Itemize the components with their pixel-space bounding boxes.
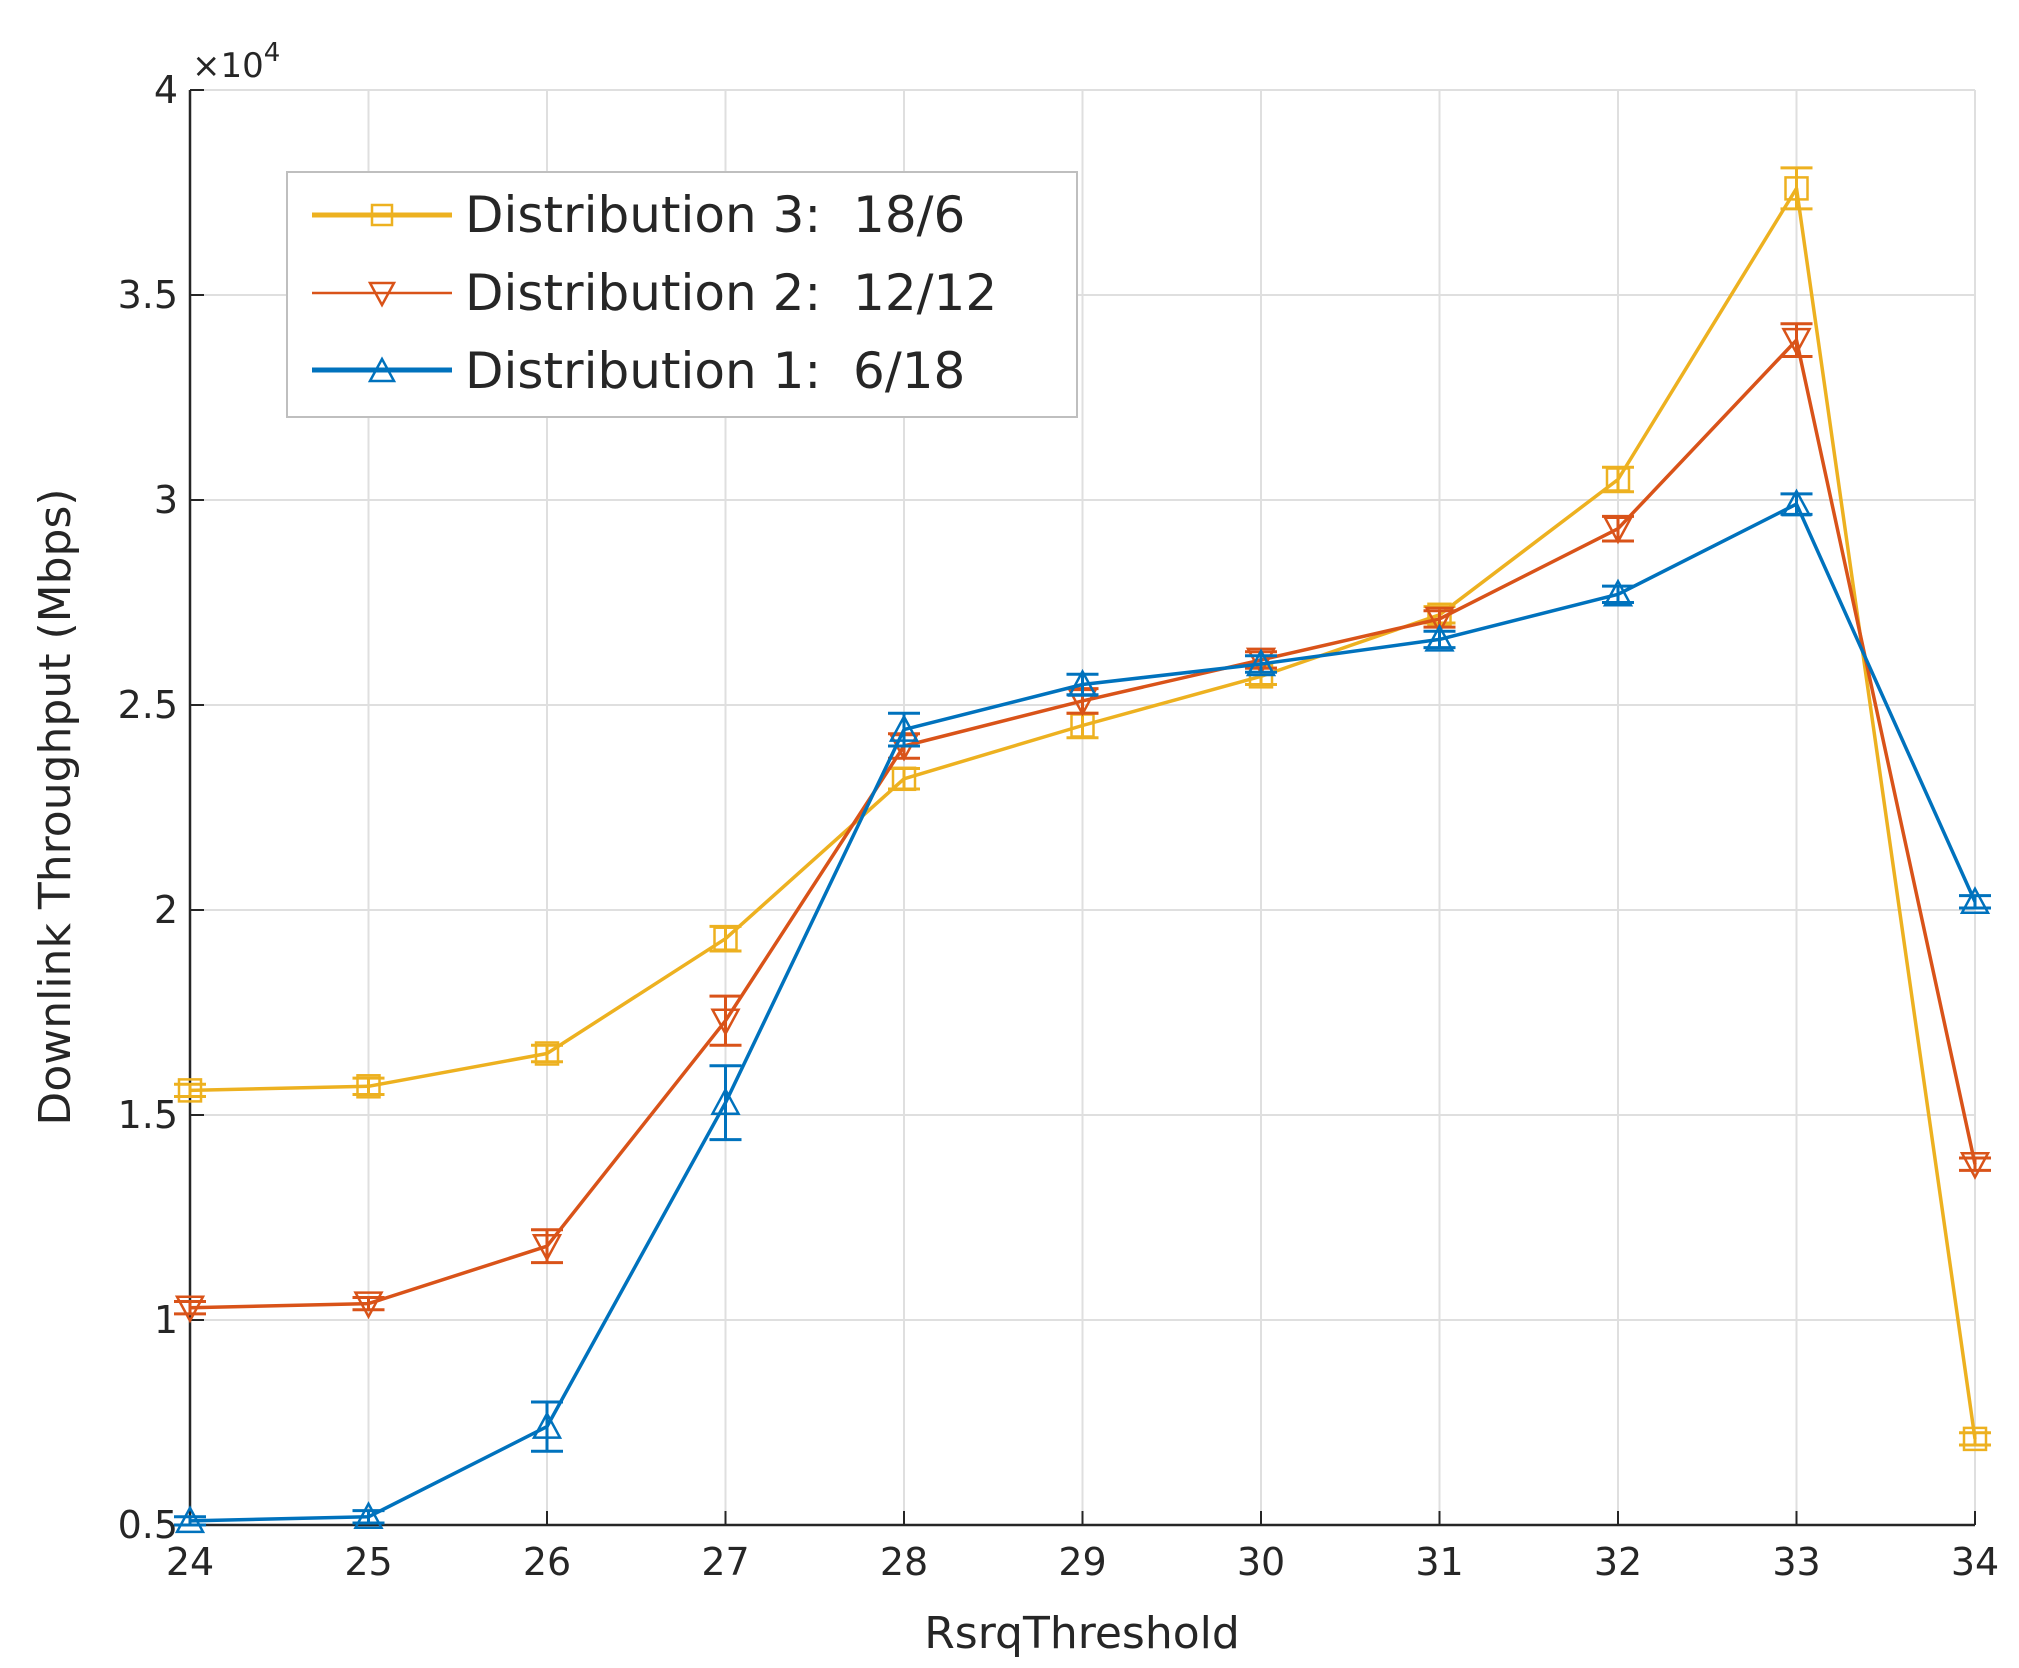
axes	[188, 89, 1976, 1527]
legend-entry-series-0: Distribution 3: 18/6	[312, 186, 965, 244]
tick-labels: 24 25 26 27 28 29 30 31 32 33 34 0.5 1 1.5 2 2.5 3 3.5 4	[118, 68, 2000, 1584]
x-tick-label-10: 34	[1951, 1540, 1999, 1584]
point-series-0-2	[534, 1041, 560, 1066]
point-series-0-10	[1962, 1426, 1988, 1452]
point-series-0-1	[356, 1074, 381, 1099]
x-tick-label-3: 27	[701, 1540, 749, 1584]
x-tick-label-4: 28	[880, 1540, 928, 1584]
x-tick-label-9: 33	[1772, 1540, 1820, 1584]
y-tick-label-0: 0.5	[118, 1503, 178, 1547]
x-tick-label-1: 25	[344, 1540, 392, 1584]
point-series-1-3	[710, 1008, 741, 1037]
legend: Distribution 3: 18/6 Distribution 2: 12/…	[286, 171, 1078, 418]
y-tick-label-1: 1	[154, 1298, 178, 1342]
point-series-2-8	[1602, 578, 1634, 607]
x-axis-title: RsrqThreshold	[924, 1608, 1240, 1659]
x-tick-label-6: 30	[1237, 1540, 1285, 1584]
point-series-1-8	[1602, 516, 1634, 545]
x-tick-label-0: 24	[166, 1540, 214, 1584]
point-series-1-10	[1959, 1151, 1991, 1180]
y-tick-label-3: 2	[154, 888, 178, 932]
point-series-2-10	[1959, 886, 1991, 915]
legend-label-series-2: Distribution 1: 6/18	[465, 342, 965, 400]
y-exponent-power: 4	[264, 38, 281, 68]
y-tick-label-6: 3.5	[118, 273, 178, 317]
point-series-0-8	[1605, 467, 1631, 492]
series-layer	[174, 166, 1991, 1534]
y-tick-label-7: 4	[154, 68, 178, 112]
legend-entry-series-1: Distribution 2: 12/12	[312, 264, 997, 322]
point-series-0-9	[1784, 176, 1809, 201]
point-series-2-7	[1424, 623, 1455, 652]
legend-label-series-1: Distribution 2: 12/12	[465, 264, 997, 322]
y-tick-label-4: 2.5	[118, 683, 178, 727]
legend-marker-series-0	[370, 203, 394, 227]
y-axis-title: Downlink Throughput (Mbps)	[30, 488, 81, 1125]
legend-entry-series-2: Distribution 1: 6/18	[312, 342, 965, 400]
point-series-2-1	[353, 1501, 384, 1530]
x-tick-label-2: 26	[523, 1540, 571, 1584]
y-tick-label-2: 1.5	[118, 1093, 178, 1137]
x-tick-label-7: 31	[1415, 1540, 1463, 1584]
x-tick-label-8: 32	[1594, 1540, 1642, 1584]
point-series-2-6	[1245, 648, 1277, 677]
y-tick-label-5: 3	[154, 478, 178, 522]
point-series-1-1	[353, 1291, 384, 1320]
point-series-2-5	[1067, 668, 1098, 697]
point-series-1-9	[1781, 327, 1812, 356]
series-2	[174, 488, 1991, 1534]
x-tick-label-5: 29	[1058, 1540, 1106, 1584]
point-series-2-3	[710, 1087, 741, 1115]
point-series-2-9	[1781, 488, 1812, 517]
point-series-0-3	[713, 926, 738, 951]
point-series-1-0	[174, 1295, 206, 1324]
point-series-0-0	[177, 1078, 203, 1103]
y-exponent-base: ×10	[192, 46, 264, 86]
legend-marker-series-2	[367, 356, 397, 383]
point-series-2-0	[174, 1505, 206, 1534]
point-series-0-4	[891, 766, 917, 792]
y-scale-exponent: ×104	[192, 38, 280, 86]
point-series-1-7	[1424, 606, 1455, 635]
legend-label-series-0: Distribution 3: 18/6	[465, 186, 965, 244]
point-series-1-2	[531, 1233, 563, 1262]
point-series-2-2	[531, 1410, 563, 1439]
legend-marker-series-1	[367, 281, 397, 308]
point-series-2-4	[888, 713, 920, 742]
